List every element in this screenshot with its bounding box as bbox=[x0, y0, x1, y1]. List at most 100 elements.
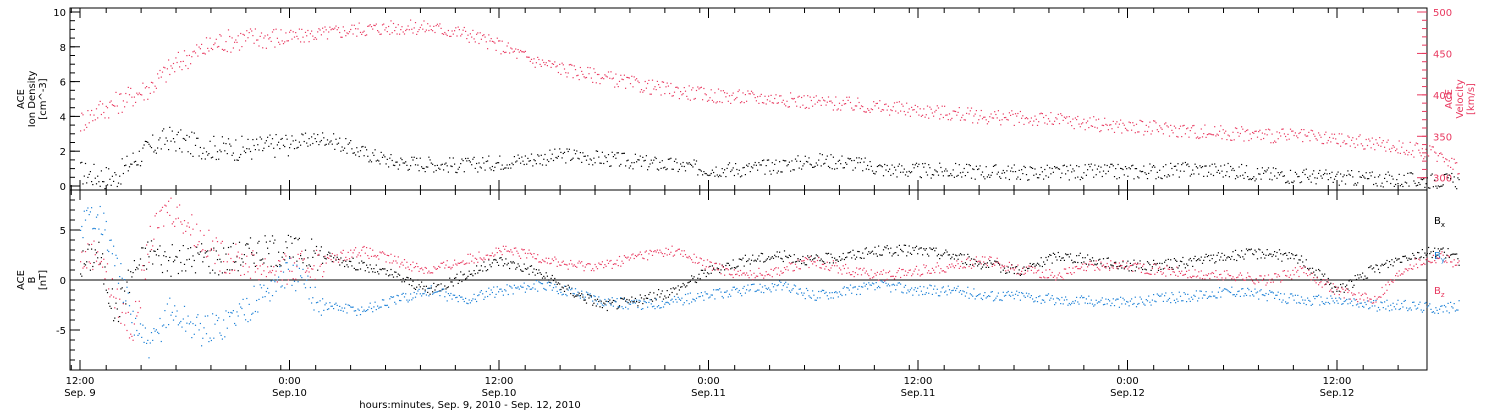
data-point bbox=[617, 86, 619, 88]
data-point bbox=[295, 139, 297, 141]
data-point bbox=[113, 320, 115, 322]
data-point bbox=[1366, 178, 1369, 180]
data-point bbox=[1105, 266, 1107, 268]
data-point bbox=[1308, 268, 1310, 270]
data-point bbox=[725, 96, 727, 98]
data-point bbox=[364, 146, 366, 148]
data-point bbox=[1272, 292, 1274, 294]
data-point bbox=[979, 115, 981, 117]
data-point bbox=[1197, 167, 1199, 169]
data-point bbox=[1335, 175, 1337, 177]
data-point bbox=[647, 82, 649, 85]
data-point bbox=[1078, 303, 1080, 305]
data-point bbox=[1065, 253, 1067, 255]
data-point bbox=[1452, 307, 1454, 309]
data-point bbox=[302, 36, 304, 38]
data-point bbox=[967, 253, 969, 255]
data-point bbox=[1413, 254, 1415, 256]
data-point bbox=[798, 95, 800, 97]
data-point bbox=[511, 251, 513, 253]
data-point bbox=[1090, 163, 1092, 165]
data-point bbox=[346, 259, 348, 261]
data-point bbox=[117, 182, 120, 184]
data-point bbox=[515, 268, 517, 270]
data-point bbox=[1138, 302, 1140, 305]
data-point bbox=[119, 276, 121, 278]
data-point bbox=[280, 138, 282, 140]
data-point bbox=[559, 148, 561, 150]
data-point bbox=[964, 295, 966, 297]
data-point bbox=[115, 302, 117, 304]
data-point bbox=[181, 151, 183, 153]
data-point bbox=[512, 51, 514, 53]
data-point bbox=[1322, 174, 1325, 176]
data-point bbox=[1088, 264, 1090, 266]
data-point bbox=[841, 155, 843, 157]
data-point bbox=[931, 248, 933, 251]
data-point bbox=[355, 269, 357, 271]
data-point bbox=[1337, 143, 1339, 145]
data-point bbox=[82, 183, 84, 185]
data-point bbox=[139, 165, 142, 167]
data-point bbox=[344, 307, 346, 309]
data-point bbox=[441, 262, 443, 264]
data-point bbox=[573, 296, 575, 298]
data-point bbox=[88, 122, 90, 124]
data-point bbox=[1065, 173, 1067, 175]
data-point bbox=[710, 89, 712, 91]
data-point bbox=[1073, 128, 1075, 130]
data-point bbox=[1206, 256, 1208, 258]
data-point bbox=[601, 307, 603, 309]
data-point bbox=[1237, 176, 1239, 178]
data-point bbox=[333, 308, 335, 310]
data-point bbox=[1049, 120, 1051, 122]
data-point bbox=[694, 281, 696, 283]
data-point bbox=[1320, 136, 1322, 138]
data-point bbox=[897, 254, 899, 256]
data-point bbox=[640, 308, 643, 310]
data-point bbox=[209, 337, 211, 339]
data-point bbox=[135, 269, 137, 271]
data-point bbox=[1019, 110, 1021, 113]
data-point bbox=[1399, 308, 1401, 310]
data-point bbox=[502, 294, 504, 296]
data-point bbox=[234, 269, 236, 271]
data-point bbox=[1297, 176, 1299, 178]
data-point bbox=[1113, 261, 1116, 264]
data-point bbox=[128, 305, 131, 307]
data-point bbox=[192, 255, 194, 257]
data-point bbox=[84, 162, 87, 165]
data-point bbox=[416, 157, 418, 159]
data-point bbox=[165, 81, 167, 83]
data-point bbox=[1308, 299, 1310, 301]
data-point bbox=[1216, 254, 1218, 256]
data-point bbox=[1144, 172, 1146, 174]
data-point bbox=[747, 90, 749, 92]
data-point bbox=[977, 295, 979, 297]
data-point bbox=[578, 292, 580, 294]
data-point bbox=[302, 259, 304, 261]
data-point bbox=[375, 256, 377, 258]
data-point bbox=[1447, 177, 1449, 179]
data-point bbox=[147, 98, 149, 100]
data-point bbox=[1078, 123, 1080, 125]
data-point bbox=[94, 228, 96, 230]
data-point bbox=[977, 265, 979, 267]
data-point bbox=[897, 165, 899, 167]
data-point bbox=[579, 152, 581, 154]
data-point bbox=[974, 298, 976, 300]
data-point bbox=[1112, 165, 1114, 167]
data-point bbox=[326, 139, 329, 141]
data-point bbox=[1203, 294, 1205, 296]
data-point bbox=[1278, 174, 1281, 176]
data-point bbox=[655, 157, 657, 160]
data-point bbox=[1045, 256, 1047, 259]
data-point bbox=[135, 160, 137, 162]
data-point bbox=[225, 143, 227, 145]
data-point bbox=[529, 160, 531, 162]
data-point bbox=[731, 267, 733, 269]
data-point bbox=[819, 100, 821, 102]
data-point bbox=[1451, 157, 1453, 159]
data-point bbox=[187, 151, 189, 153]
data-point bbox=[853, 109, 855, 111]
